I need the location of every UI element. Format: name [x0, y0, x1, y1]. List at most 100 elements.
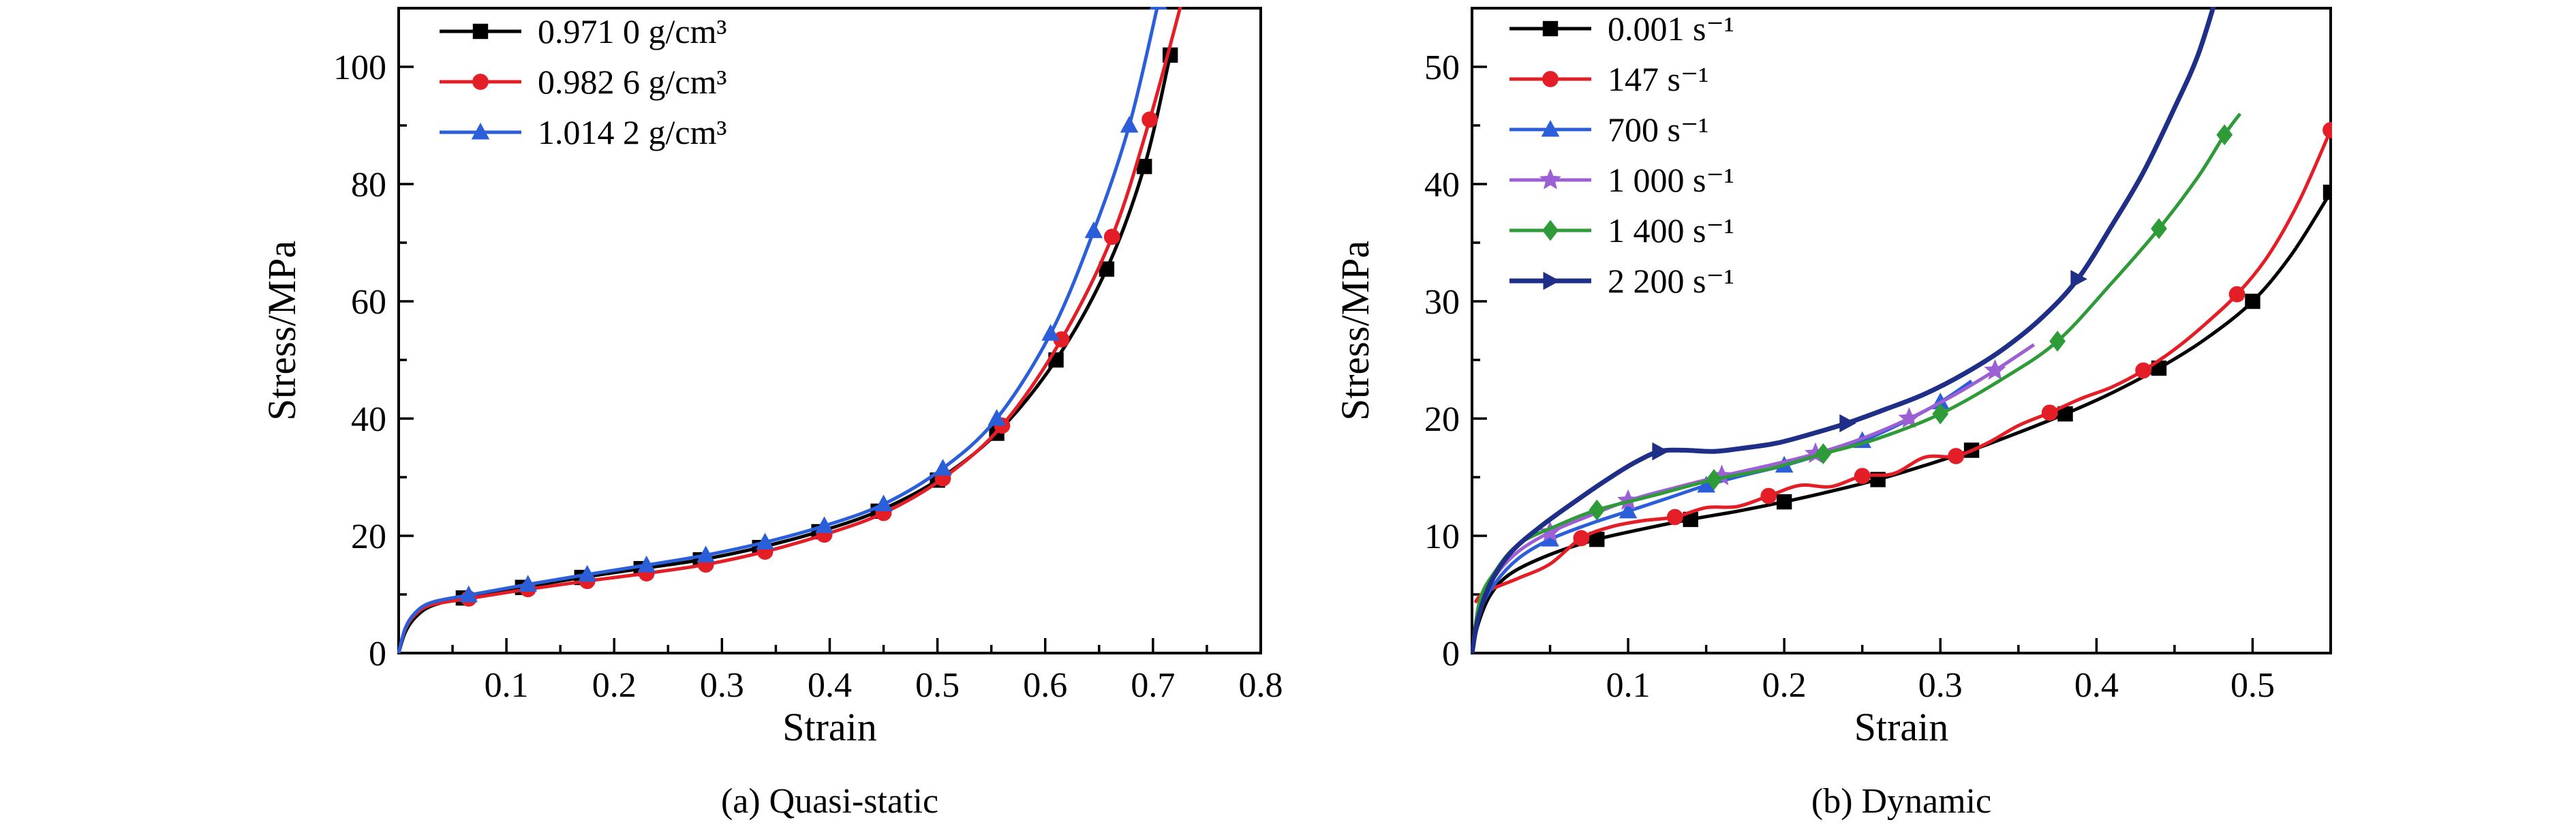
panel-quasi-static: 0.1 0.2 0.3 0.4 0.5 0.6 0.7 0.8 0 20 40 60 80 100 Stra…: [260, 0, 1283, 821]
circle-marker: [2135, 362, 2151, 379]
x-tick-label: 0.4: [808, 666, 852, 705]
x-tick-label: 0.4: [2074, 666, 2119, 705]
legend-label: 0.982 6 g/cm³: [538, 63, 726, 101]
square-marker: [1137, 159, 1152, 175]
triangle-up-marker: [874, 494, 893, 512]
square-marker: [2057, 406, 2073, 422]
caption-dynamic: (b) Dynamic: [1811, 782, 1992, 821]
square-marker: [472, 23, 489, 40]
y-tick-label: 40: [1424, 166, 1460, 205]
series-line-2: [397, 7, 1159, 654]
triangle-up-marker: [519, 575, 538, 592]
legend: 0.971 0 g/cm³ 0.982 6 g/cm³ 1.014 2 g/cm³: [440, 12, 726, 151]
triangle-right-marker: [1839, 414, 1856, 433]
plot-border: [1471, 7, 2332, 654]
legend-label: 0.971 0 g/cm³: [538, 12, 726, 50]
circle-marker: [2322, 121, 2332, 138]
star-marker: [1539, 168, 1561, 190]
x-tick-label: 0.2: [1762, 666, 1807, 705]
legend-label: 2 200 s⁻¹: [1608, 262, 1734, 300]
legend-label: 1 400 s⁻¹: [1608, 211, 1734, 250]
y-tick-label: 20: [351, 517, 386, 556]
y-tick-label: 100: [333, 48, 386, 87]
diamond-marker: [2049, 331, 2066, 352]
x-tick-label: 0.3: [1918, 666, 1963, 705]
star-marker: [1539, 521, 1561, 542]
square-marker: [1589, 531, 1605, 547]
diamond-marker: [1542, 220, 1559, 241]
triangle-up-marker: [756, 532, 774, 549]
triangle-right-marker: [1652, 442, 1669, 461]
triangle-right-marker: [2070, 270, 2087, 288]
triangle-up-marker: [637, 556, 656, 573]
chart-dynamic: 0.1 0.2 0.3 0.4 0.5 0 10 20 30 40 50 Strain Stress/M…: [1333, 7, 2332, 749]
circle-marker: [1666, 509, 1683, 526]
triangle-up-marker: [1120, 116, 1139, 133]
circle-marker: [1053, 331, 1070, 348]
triangle-up-marker: [1541, 530, 1559, 547]
triangle-up-marker: [1149, 7, 1168, 10]
circle-marker: [2041, 404, 2058, 421]
panel-dynamic: 0.1 0.2 0.3 0.4 0.5 0 10 20 30 40 50 Strain Stress/M…: [1288, 0, 2576, 831]
circle-marker: [1573, 530, 1590, 547]
circle-marker: [1103, 228, 1120, 245]
y-axis-title: Stress/MPa: [260, 241, 304, 421]
y-tick-label: 0: [369, 635, 386, 674]
y-tick-label: 0: [1442, 635, 1460, 674]
square-marker: [2245, 293, 2260, 309]
x-axis-title: Strain: [782, 705, 877, 749]
circle-marker: [1141, 111, 1159, 128]
triangle-up-marker: [1084, 221, 1103, 239]
legend-label: 0.001 s⁻¹: [1608, 10, 1734, 48]
x-tick-label: 0.2: [592, 666, 637, 705]
triangle-up-marker: [471, 123, 490, 140]
circle-marker: [1175, 0, 1191, 5]
triangle-up-marker: [1541, 120, 1560, 137]
x-tick-label: 0.3: [700, 666, 744, 705]
x-tick-label: 0.8: [1239, 666, 1283, 705]
series-markers-5: [1652, 270, 2087, 461]
circle-marker: [1760, 487, 1777, 504]
diamond-marker: [1932, 403, 1949, 425]
square-marker: [1776, 494, 1792, 510]
series-markers-2: [459, 7, 1168, 603]
y-tick-label: 10: [1424, 517, 1460, 556]
circle-marker: [2228, 286, 2245, 303]
triangle-up-marker: [459, 585, 478, 603]
diamond-marker: [1815, 443, 1832, 464]
legend: 0.001 s⁻¹ 147 s⁻¹ 700 s⁻¹ 1 000 s⁻¹ 1 400 s⁻…: [1509, 10, 1734, 300]
triangle-up-marker: [1697, 476, 1715, 493]
y-axis-title: Stress/MPa: [1333, 241, 1377, 421]
chart-quasi-static: 0.1 0.2 0.3 0.4 0.5 0.6 0.7 0.8 0 20 40 60 80 100 Stra…: [260, 0, 1283, 749]
triangle-up-marker: [934, 459, 952, 476]
square-marker: [2322, 184, 2332, 200]
y-tick-label: 30: [1424, 283, 1460, 322]
y-tick-label: 80: [351, 166, 386, 205]
diamond-marker: [2151, 217, 2167, 239]
triangle-up-marker: [1041, 324, 1060, 341]
circle-marker: [472, 74, 489, 90]
diamond-marker: [1589, 499, 1606, 521]
square-marker: [1099, 261, 1115, 277]
series-line-5: [1471, 7, 2216, 654]
x-tick-label: 0.1: [485, 666, 529, 705]
y-tick-label: 60: [351, 283, 386, 322]
x-tick-label: 0.1: [1606, 666, 1651, 705]
square-marker: [1542, 20, 1559, 37]
legend-label: 700 s⁻¹: [1608, 110, 1708, 149]
star-marker: [1984, 359, 2006, 380]
plot-border: [397, 7, 1262, 654]
square-marker: [1683, 511, 1698, 528]
diamond-marker: [2216, 124, 2233, 146]
legend-label: 1 000 s⁻¹: [1608, 161, 1734, 199]
caption-quasi-static: (a) Quasi-static: [720, 782, 939, 821]
legend-label: 1.014 2 g/cm³: [538, 113, 726, 151]
triangle-up-marker: [696, 545, 715, 562]
y-tick-label: 20: [1424, 400, 1460, 439]
x-tick-label: 0.7: [1131, 666, 1175, 705]
triangle-up-marker: [578, 564, 597, 582]
y-tick-label: 40: [351, 400, 386, 439]
x-axis-title: Strain: [1854, 705, 1949, 749]
y-tick-label: 50: [1424, 48, 1460, 87]
legend-label: 147 s⁻¹: [1608, 60, 1708, 98]
